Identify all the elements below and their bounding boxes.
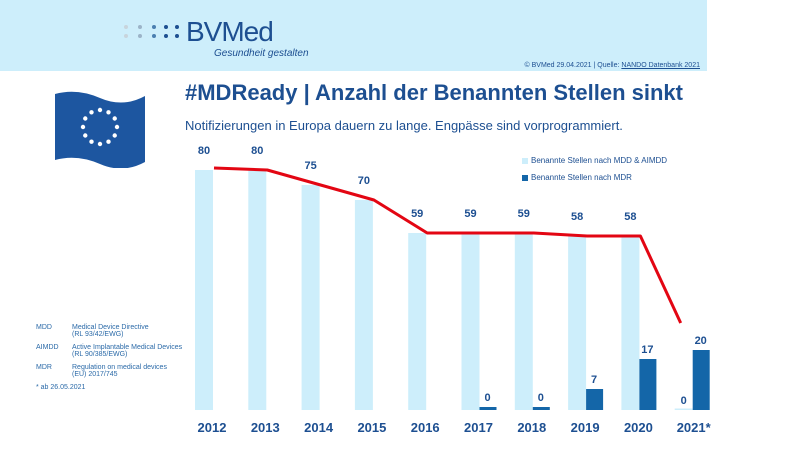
value-label-mdd: 80 [198, 145, 210, 157]
x-tick-label: 2014 [304, 420, 334, 435]
abbr-key: AIMDD [36, 344, 59, 351]
legend-label: Benannte Stellen nach MDR [531, 173, 632, 182]
footnote: * ab 26.05.2021 [36, 384, 86, 391]
x-tick-label: 2017 [464, 420, 493, 435]
abbr-desc: Regulation on medical devices [72, 364, 167, 371]
value-label-mdd: 75 [304, 160, 316, 172]
slogan: Gesundheit gestalten [214, 48, 309, 59]
value-label-mdd: 58 [571, 211, 583, 223]
value-label-mdr: 0 [484, 392, 490, 404]
page-subtitle: Notifizierungen in Europa dauern zu lang… [185, 118, 623, 133]
star-icon [89, 139, 94, 144]
value-label-mdd: 0 [681, 395, 687, 407]
bar-mdd [674, 408, 693, 410]
star-icon [80, 124, 86, 130]
bar-mdd [248, 170, 267, 410]
abbr-aimdd: AIMDD Active Implantable Medical Devices(… [36, 344, 182, 358]
legend: Benannte Stellen nach MDD & AIMDD Benann… [522, 156, 667, 190]
bar-mdd [568, 236, 587, 410]
logo-dot [124, 25, 128, 29]
star-icon [83, 116, 88, 121]
x-tick-label: 2015 [357, 420, 386, 435]
x-tick-label: 2020 [624, 420, 653, 435]
legend-label: Benannte Stellen nach MDD & AIMDD [531, 156, 668, 165]
logo-dot [175, 34, 179, 38]
bar-mdd [408, 233, 427, 410]
value-label-mdd: 59 [518, 208, 530, 220]
trend-line [213, 166, 683, 324]
legend-item-mdd: Benannte Stellen nach MDD & AIMDD [522, 156, 667, 165]
star-icon [89, 110, 94, 115]
bar-mdr [532, 407, 550, 410]
value-label-mdr: 17 [641, 344, 653, 356]
abbr-desc: Medical Device Directive [72, 324, 149, 331]
logo-dot [138, 25, 142, 29]
bar-mdd [514, 233, 533, 410]
bar-mdd [621, 236, 640, 410]
bar-mdr [692, 350, 710, 410]
abbr-key: MDR [36, 364, 52, 371]
page-title: #MDReady | Anzahl der Benannten Stellen … [185, 80, 683, 105]
bar-mdr [586, 389, 604, 410]
bar-mdd [461, 233, 480, 410]
value-label-mdr: 7 [591, 374, 597, 386]
bar-mdd [354, 200, 373, 410]
eu-flag-icon [55, 91, 145, 168]
abbreviation-list: MDD Medical Device Directive (RL 93/42/EWG… [36, 324, 182, 391]
logo-dot [152, 25, 156, 29]
header-band: BVMed Gesundheit gestalten [0, 0, 707, 71]
abbr-ref: (RL 90/385/EWG) [72, 351, 128, 358]
bar-mdr [479, 407, 497, 410]
logo-dot [152, 34, 156, 38]
logo: BVMed [186, 16, 274, 47]
x-tick-label: 2012 [198, 420, 227, 435]
x-tick-label: 2016 [411, 420, 440, 435]
abbr-mdr: MDR Regulation on medical devices (EU) 201… [36, 364, 182, 378]
star-icon [112, 116, 117, 121]
x-tick-label: 2018 [517, 420, 546, 435]
value-label-mdd: 58 [624, 211, 636, 223]
x-tick-label: 2021* [677, 420, 712, 435]
logo-dot [164, 34, 168, 38]
value-label-mdd: 59 [411, 208, 423, 220]
abbr-desc: Active Implantable Medical Devices [72, 344, 183, 351]
x-tick-label: 2019 [571, 420, 600, 435]
value-label-mdd: 59 [464, 208, 476, 220]
legend-swatch [522, 157, 528, 164]
value-label-mdr: 20 [695, 335, 707, 347]
copyright: © BVMed 29.04.2021 | Quelle: NANDO Daten… [525, 62, 700, 69]
source-link[interactable]: NANDO Datenbank 2021 [621, 62, 700, 69]
abbr-ref: (RL 93/42/EWG) [72, 331, 124, 338]
logo-dot [164, 25, 168, 29]
copyright-text: © BVMed 29.04.2021 | Quelle: [524, 62, 622, 69]
x-tick-label: 2013 [251, 420, 280, 435]
logo-dot [124, 34, 128, 38]
bar-mdr [639, 359, 657, 410]
value-label-mdd: 70 [358, 175, 370, 187]
star-icon [97, 141, 103, 147]
legend-item-mdr: Benannte Stellen nach MDR [522, 173, 667, 182]
star-icon [112, 133, 117, 138]
abbr-ref: (EU) 2017/745 [72, 371, 118, 378]
logo-dot [138, 34, 142, 38]
star-icon [83, 133, 88, 138]
star-icon [106, 110, 111, 115]
value-label-mdd: 80 [251, 145, 263, 157]
abbr-mdd: MDD Medical Device Directive (RL 93/42/EWG… [36, 324, 182, 338]
bar-mdd [195, 170, 213, 410]
value-label-mdr: 0 [538, 392, 544, 404]
legend-swatch [522, 174, 528, 181]
star-icon [106, 139, 111, 144]
star-icon [97, 107, 103, 113]
star-icon [114, 124, 120, 130]
logo-dot [175, 25, 179, 29]
abbr-key: MDD [36, 324, 52, 331]
bar-mdd [301, 185, 320, 410]
